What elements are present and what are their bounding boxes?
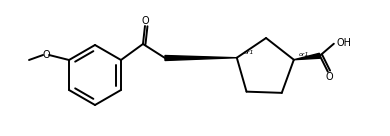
Text: or1: or1 (299, 52, 309, 57)
Text: O: O (141, 16, 149, 26)
Polygon shape (165, 55, 237, 61)
Text: OH: OH (336, 38, 351, 48)
Polygon shape (294, 53, 320, 60)
Text: or1: or1 (244, 50, 254, 55)
Text: O: O (325, 72, 333, 82)
Text: O: O (42, 50, 50, 60)
